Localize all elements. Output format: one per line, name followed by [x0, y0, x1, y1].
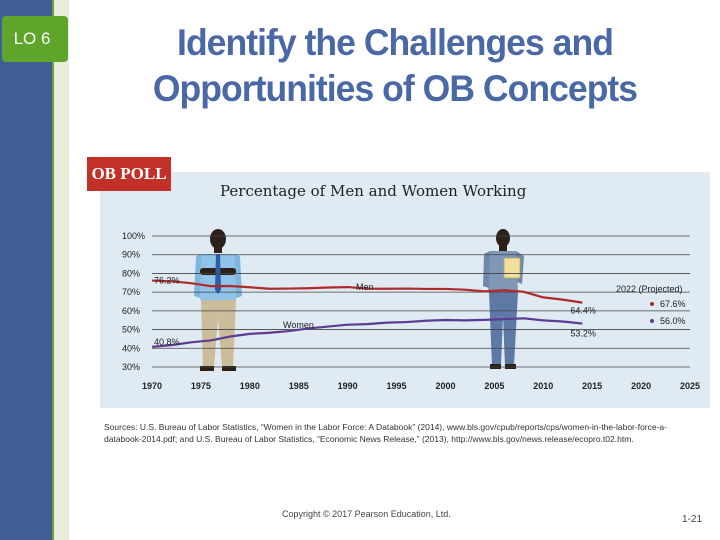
x-tick-label: 2025: [680, 381, 700, 391]
x-tick-label: 1970: [142, 381, 162, 391]
series-line-men: [151, 279, 583, 304]
x-tick-label: 1995: [387, 381, 407, 391]
y-tick-label: 50%: [122, 325, 140, 335]
series-line-women: [151, 317, 583, 348]
slide-title: Identify the Challenges and Opportunitie…: [93, 20, 698, 112]
sidebar-green-stripe: [52, 0, 69, 540]
projected-label: 2022 (Projected): [616, 284, 683, 294]
x-tick-label: 1980: [240, 381, 260, 391]
x-tick-label: 2010: [533, 381, 553, 391]
x-tick-label: 2020: [631, 381, 651, 391]
learning-objective-tab: LO 6: [2, 16, 68, 62]
man-figure-illustration: [194, 229, 242, 371]
x-tick-label: 1990: [338, 381, 358, 391]
x-tick-label: 1975: [191, 381, 211, 391]
slide-title-line-2: Opportunities of OB Concepts: [152, 68, 638, 109]
slide-title-line-1: Identify the Challenges and: [177, 22, 614, 63]
ob-poll-badge: OB POLL: [87, 157, 171, 191]
value-annotation: 64.4%: [570, 306, 596, 316]
y-tick-label: 40%: [122, 343, 140, 353]
value-annotation: 76.2%: [154, 276, 180, 286]
y-tick-label: 80%: [122, 268, 140, 278]
y-tick-label: 60%: [122, 306, 140, 316]
x-tick-label: 1985: [289, 381, 309, 391]
value-annotation: 53.2%: [570, 329, 596, 339]
x-tick-label: 2015: [582, 381, 602, 391]
y-tick-label: 30%: [122, 362, 140, 372]
value-annotation: 40.8%: [154, 337, 180, 347]
chart-sources: Sources: U.S. Bureau of Labor Statistics…: [104, 422, 667, 444]
series-label-women: Women: [283, 320, 314, 330]
projected-marker-men: [650, 302, 654, 306]
projected-marker-women: [650, 319, 654, 323]
y-tick-label: 90%: [122, 250, 140, 260]
y-tick-label: 100%: [122, 231, 145, 241]
sidebar-blue-stripe: [0, 0, 52, 540]
copyright-footer: Copyright © 2017 Pearson Education, Ltd.: [282, 509, 451, 519]
y-tick-label: 70%: [122, 287, 140, 297]
projected-value-label: 56.0%: [660, 316, 686, 326]
page-number: 1-21: [682, 514, 703, 525]
chart-title: Percentage of Men and Women Working: [220, 182, 527, 200]
ob-poll-label: OB POLL: [91, 164, 167, 183]
x-tick-label: 2000: [435, 381, 455, 391]
series-label-men: Men: [356, 282, 374, 292]
x-tick-label: 2005: [484, 381, 504, 391]
projected-value-label: 67.6%: [660, 299, 686, 309]
learning-objective-label: LO 6: [13, 29, 51, 48]
